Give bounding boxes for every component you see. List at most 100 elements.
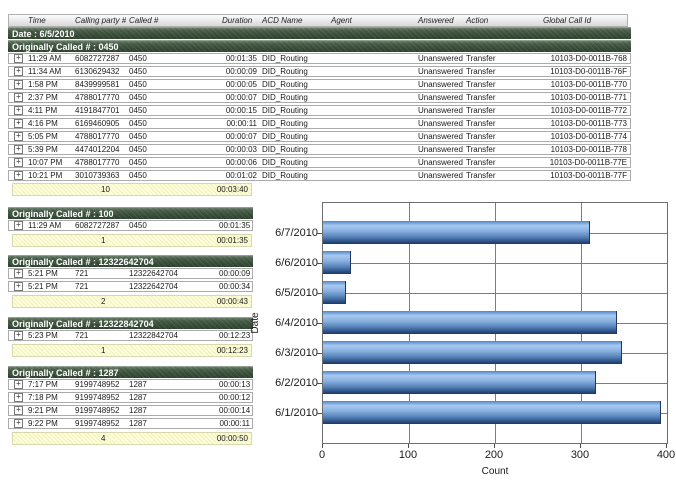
cell-duration: 00:00:05 bbox=[225, 80, 257, 89]
cell-calling: 4474012204 bbox=[75, 145, 120, 154]
expand-plus-icon[interactable]: + bbox=[14, 93, 23, 102]
expand-plus-icon[interactable]: + bbox=[14, 269, 23, 278]
expand-plus-icon[interactable]: + bbox=[14, 106, 23, 115]
cell-time: 9:22 PM bbox=[28, 419, 58, 428]
column-header-global-call-id[interactable]: Global Call Id bbox=[543, 16, 592, 25]
chart-bar-6-6-2010[interactable] bbox=[323, 251, 351, 274]
expand-plus-icon[interactable]: + bbox=[14, 221, 23, 230]
section-12322642704: Originally Called # : 12322642704 +5:21 P… bbox=[8, 255, 253, 308]
x-tick-label: 400 bbox=[656, 449, 676, 461]
cell-answered: Unanswered bbox=[418, 67, 463, 76]
cell-duration: 00:00:07 bbox=[225, 93, 257, 102]
cell-called: 1287 bbox=[129, 393, 147, 402]
column-header-action[interactable]: Action bbox=[466, 16, 489, 25]
column-header-agent[interactable]: Agent bbox=[331, 16, 352, 25]
cell-time: 5:39 PM bbox=[28, 145, 58, 154]
cell-duration: 00:00:13 bbox=[219, 380, 251, 389]
x-tick-mark bbox=[408, 444, 409, 448]
column-header-time[interactable]: Time bbox=[28, 16, 46, 25]
cell-calling: 9199748952 bbox=[75, 419, 120, 428]
y-axis-title: Date bbox=[250, 312, 261, 334]
expand-plus-icon[interactable]: + bbox=[14, 54, 23, 63]
cell-time: 7:17 PM bbox=[28, 380, 58, 389]
group-summary-row: 1 00:12:23 bbox=[12, 344, 252, 357]
column-header-called[interactable]: Called # bbox=[129, 16, 159, 25]
expand-plus-icon[interactable]: + bbox=[14, 282, 23, 291]
group-summary-row: 2 00:00:43 bbox=[12, 295, 252, 308]
cell-action: Transfer bbox=[466, 106, 496, 115]
chart-bar-6-1-2010[interactable] bbox=[323, 401, 661, 424]
expand-cell: + bbox=[9, 93, 25, 102]
column-header-answered[interactable]: Answered bbox=[418, 16, 454, 25]
cell-called: 1287 bbox=[129, 406, 147, 415]
cell-duration: 00:00:06 bbox=[225, 158, 257, 167]
cell-duration: 00:00:12 bbox=[219, 393, 251, 402]
column-header-duration[interactable]: Duration bbox=[222, 16, 253, 25]
chart-bar-6-4-2010[interactable] bbox=[323, 311, 617, 334]
y-tick-mark bbox=[317, 263, 322, 264]
expand-plus-icon[interactable]: + bbox=[14, 145, 23, 154]
y-tick-mark bbox=[317, 293, 322, 294]
group-header-label: Originally Called # : 12322642704 bbox=[8, 255, 253, 267]
cell-calling: 8439999581 bbox=[75, 80, 120, 89]
table-row: +5:21 PM 721 12322642704 00:00:09 bbox=[8, 268, 253, 279]
expand-plus-icon[interactable]: + bbox=[14, 331, 23, 340]
chart-plot-area bbox=[322, 202, 668, 444]
chart-bar-6-7-2010[interactable] bbox=[323, 221, 590, 244]
cell-time: 2:37 PM bbox=[28, 93, 58, 102]
x-tick-label: 200 bbox=[484, 449, 504, 461]
group-header-label: Originally Called # : 100 bbox=[8, 207, 253, 219]
expand-plus-icon[interactable]: + bbox=[14, 158, 23, 167]
y-tick-mark bbox=[317, 353, 322, 354]
expand-cell: + bbox=[9, 171, 25, 180]
cell-called: 0450 bbox=[129, 132, 147, 141]
column-header-acd-name[interactable]: ACD Name bbox=[262, 16, 303, 25]
cell-time: 4:16 PM bbox=[28, 119, 58, 128]
expand-plus-icon[interactable]: + bbox=[14, 171, 23, 180]
cell-called: 0450 bbox=[129, 106, 147, 115]
expand-plus-icon[interactable]: + bbox=[14, 67, 23, 76]
expand-plus-icon[interactable]: + bbox=[14, 132, 23, 141]
summary-call-count: 2 bbox=[101, 297, 106, 306]
summary-call-count: 4 bbox=[101, 434, 106, 443]
expand-plus-icon[interactable]: + bbox=[14, 393, 23, 402]
expand-plus-icon[interactable]: + bbox=[14, 406, 23, 415]
cell-calling: 3010739363 bbox=[75, 171, 120, 180]
cell-called: 0450 bbox=[129, 221, 147, 230]
cell-global_call_id: 10103-D0-0011B-778 bbox=[550, 145, 627, 154]
cell-time: 5:23 PM bbox=[28, 331, 58, 340]
y-tick-label: 6/2/2010 bbox=[275, 377, 318, 389]
summary-call-count: 1 bbox=[101, 346, 106, 355]
chart-bar-6-2-2010[interactable] bbox=[323, 371, 596, 394]
cell-duration: 00:00:03 bbox=[225, 145, 257, 154]
chart-bar-6-3-2010[interactable] bbox=[323, 341, 622, 364]
expand-plus-icon[interactable]: + bbox=[14, 80, 23, 89]
cell-action: Transfer bbox=[466, 158, 496, 167]
summary-total-duration: 00:00:43 bbox=[216, 297, 248, 306]
cell-called: 1287 bbox=[129, 380, 147, 389]
column-header-calling-party[interactable]: Calling party # bbox=[75, 16, 126, 25]
cell-global_call_id: 10103-D0-0011B-76F bbox=[550, 67, 627, 76]
cell-calling: 721 bbox=[75, 269, 89, 278]
expand-plus-icon[interactable]: + bbox=[14, 119, 23, 128]
expand-cell: + bbox=[9, 106, 25, 115]
chart-bar-6-5-2010[interactable] bbox=[323, 281, 346, 304]
x-tick-mark bbox=[580, 444, 581, 448]
cell-acd: DID_Routing bbox=[262, 132, 308, 141]
cell-acd: DID_Routing bbox=[262, 171, 308, 180]
cell-acd: DID_Routing bbox=[262, 80, 308, 89]
cell-global_call_id: 10103-D0-0011B-771 bbox=[550, 93, 627, 102]
expand-plus-icon[interactable]: + bbox=[14, 380, 23, 389]
y-tick-label: 6/1/2010 bbox=[275, 407, 318, 419]
cell-answered: Unanswered bbox=[418, 158, 463, 167]
table-row: +4:11 PM 4191847701 0450 00:00:15 DID_Routin… bbox=[8, 105, 631, 116]
cell-time: 5:05 PM bbox=[28, 132, 58, 141]
date-group-header: Date : 6/5/2010 bbox=[8, 27, 631, 39]
expand-cell: + bbox=[9, 158, 25, 167]
expand-plus-icon[interactable]: + bbox=[14, 419, 23, 428]
cell-called: 12322642704 bbox=[129, 269, 178, 278]
cell-calling: 6082727287 bbox=[75, 54, 120, 63]
expand-cell: + bbox=[9, 221, 25, 230]
y-tick-label: 6/3/2010 bbox=[275, 347, 318, 359]
